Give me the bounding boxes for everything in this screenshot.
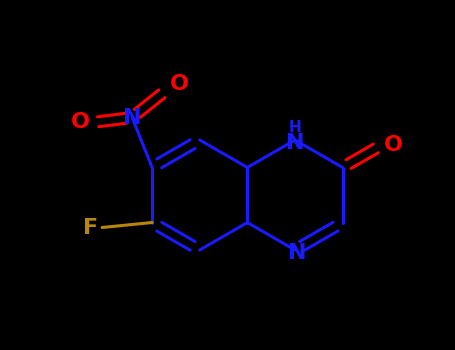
Text: F: F: [82, 217, 98, 238]
Text: O: O: [170, 75, 189, 94]
Text: H: H: [288, 120, 301, 135]
Text: N: N: [288, 243, 306, 263]
Text: O: O: [384, 135, 403, 155]
Text: N: N: [286, 133, 304, 153]
Text: N: N: [123, 107, 142, 127]
Text: O: O: [71, 112, 90, 133]
